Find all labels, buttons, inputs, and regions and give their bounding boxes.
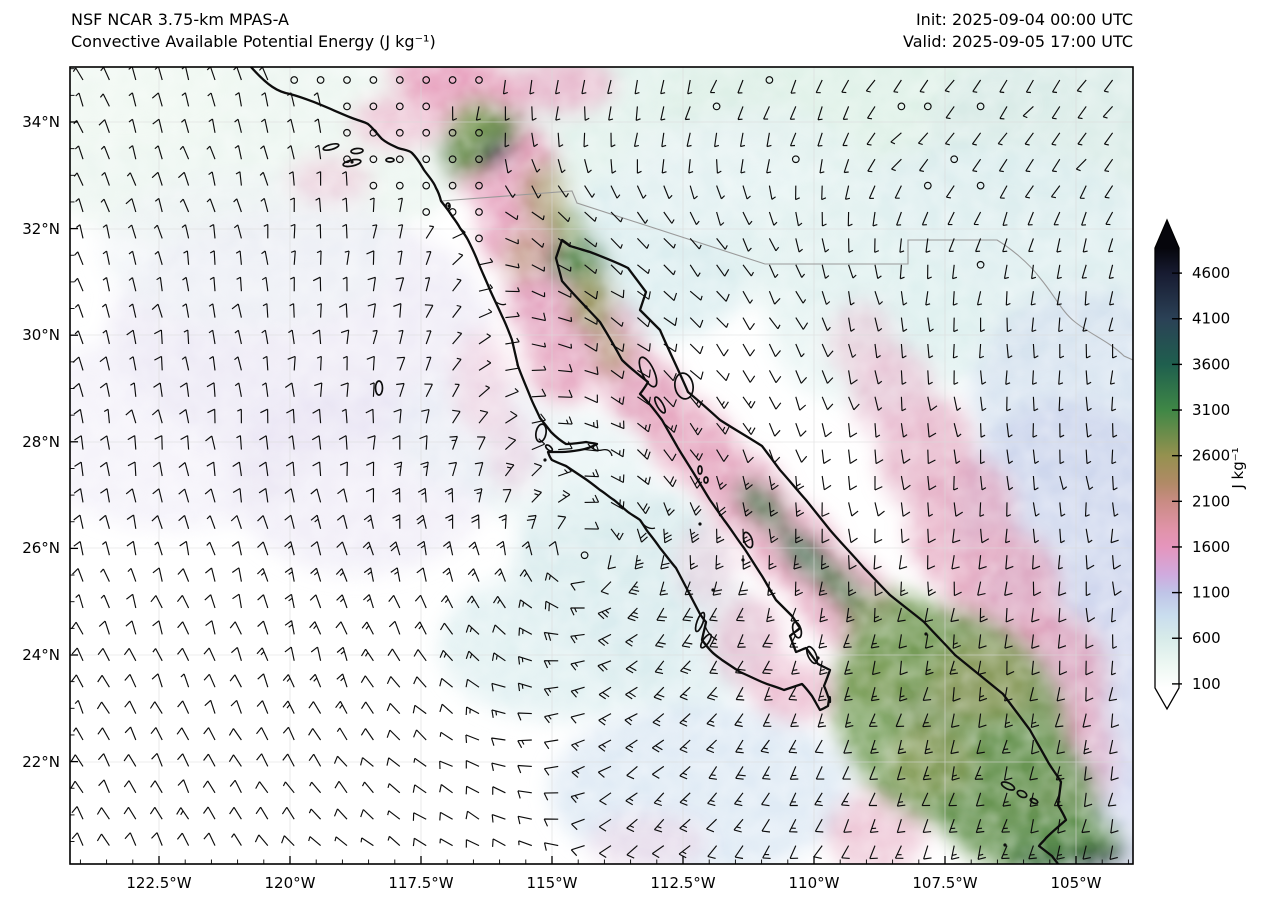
y-tick-label: 28°N [22,433,60,451]
colorbar-under-arrow [1155,687,1179,709]
y-tick-label: 30°N [22,326,60,344]
colorbar-tick-label: 100 [1192,675,1221,693]
colorbar-tick-label: 600 [1192,629,1221,647]
colorbar-tick-label: 3100 [1192,401,1230,419]
colorbar-gradient [1155,248,1179,688]
colorbar-tick-label: 3600 [1192,355,1230,373]
model-title: NSF NCAR 3.75-km MPAS-A [71,10,289,29]
colorbar-tick-label: 1100 [1192,584,1230,602]
x-tick-label: 122.5°W [126,874,191,892]
plot-area [70,67,1133,864]
islands [322,142,1039,847]
tick-marks [70,68,1129,864]
x-tick-label: 107.5°W [912,874,977,892]
colorbar: 4600 4100 3600 3100 2600 2100 1600 1100 600 100 J … [1154,218,1247,711]
colorbar-tick-label: 1600 [1192,538,1230,556]
colorbar-over-arrow [1155,220,1179,249]
wind-barbs-layer [70,67,1122,860]
y-tick-label: 24°N [22,646,60,664]
political-borders [440,190,1133,361]
colorbar-outline [1154,218,1180,711]
graticule [70,67,1133,864]
y-tick-label: 22°N [22,753,60,771]
y-tick-label: 32°N [22,220,60,238]
x-tick-label: 117.5°W [388,874,453,892]
field-texture [70,67,1133,864]
colorbar-tick-label: 4100 [1192,310,1230,328]
x-tick-label: 115°W [527,874,578,892]
y-tick-label: 34°N [22,113,60,131]
x-tick-label: 120°W [265,874,316,892]
field-title: Convective Available Potential Energy (J… [71,32,436,51]
x-tick-label: 112.5°W [650,874,715,892]
init-time-label: Init: 2025-09-04 00:00 UTC [915,10,1133,29]
axes: 122.5°W 120°W 117.5°W 115°W 112.5°W 110°W 107.… [22,66,1134,892]
x-tick-label: 110°W [789,874,840,892]
colorbar-tick-label: 2100 [1192,492,1230,510]
colorbar-unit-label: J kg⁻¹ [1229,447,1247,489]
colorbar-tick-label: 4600 [1192,264,1230,282]
title-block: NSF NCAR 3.75-km MPAS-A Convective Avail… [71,9,436,53]
time-block: Init: 2025-09-04 00:00 UTC Valid: 2025-0… [903,9,1133,53]
colorbar-tick-label: 2600 [1192,447,1230,465]
y-tick-label: 26°N [22,539,60,557]
valid-time-label: Valid: 2025-09-05 17:00 UTC [902,32,1133,51]
x-tick-label: 105°W [1051,874,1102,892]
